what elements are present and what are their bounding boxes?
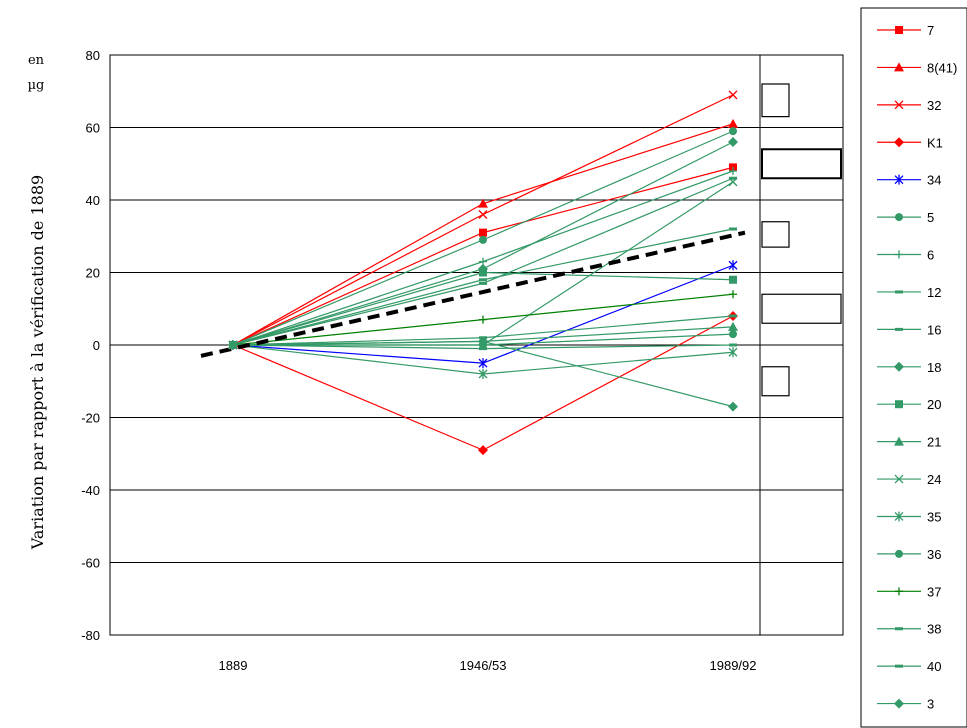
unit-label-line2: µg: [28, 78, 45, 93]
legend-label: 21: [927, 435, 941, 450]
data-point: [729, 330, 737, 338]
data-point: [895, 550, 903, 558]
legend-label: 36: [927, 547, 941, 562]
data-point: [479, 282, 487, 285]
y-tick-label: -20: [81, 411, 100, 426]
legend-label: 34: [927, 173, 941, 188]
legend-label: K1: [927, 135, 943, 150]
legend-label: 16: [927, 322, 941, 337]
data-point: [895, 665, 903, 668]
y-tick-label: 40: [86, 193, 100, 208]
data-point: [479, 236, 487, 244]
legend-label: 37: [927, 584, 941, 599]
y-tick-label: 20: [86, 266, 100, 281]
x-tick-label: 1946/53: [460, 658, 507, 673]
data-point: [895, 400, 903, 408]
legend-box: [861, 8, 967, 727]
legend-label: 20: [927, 397, 941, 412]
uncertainty-box: [762, 294, 841, 323]
y-tick-label: -60: [81, 556, 100, 571]
legend-label: 5: [927, 210, 934, 225]
y-tick-label: -80: [81, 628, 100, 643]
data-point: [729, 315, 737, 318]
legend-label: 6: [927, 248, 934, 263]
data-point: [895, 627, 903, 630]
legend-label: 12: [927, 285, 941, 300]
legend-label: 7: [927, 23, 934, 38]
data-point: [729, 127, 737, 135]
data-point: [729, 344, 737, 347]
y-tick-label: 60: [86, 121, 100, 136]
data-point: [895, 290, 903, 293]
data-point: [479, 269, 487, 277]
data-point: [479, 229, 487, 237]
y-tick-label: -40: [81, 483, 100, 498]
uncertainty-box: [762, 222, 789, 247]
y-tick-label: 0: [93, 338, 100, 353]
data-point: [479, 347, 487, 350]
legend-label: 8(41): [927, 60, 957, 75]
y-tick-label: 80: [86, 48, 100, 63]
legend-label: 35: [927, 509, 941, 524]
legend-label: 24: [927, 472, 941, 487]
uncertainty-box: [762, 367, 789, 396]
unit-label-line1: en: [28, 53, 45, 68]
uncertainty-box: [762, 149, 841, 178]
legend-label: 3: [927, 697, 934, 712]
legend-label: 38: [927, 622, 941, 637]
data-point: [895, 26, 903, 34]
legend-label: 18: [927, 360, 941, 375]
data-point: [895, 328, 903, 331]
y-axis-label: Variation par rapport à la vérification …: [28, 175, 47, 550]
data-point: [729, 228, 737, 231]
legend-label: 32: [927, 98, 941, 113]
uncertainty-box: [762, 84, 789, 117]
legend: 7 8(41) 32 K1 34 5 6 12 16 18 20 21 24 35 36 37 38 40 3: [861, 8, 967, 727]
data-point: [479, 278, 487, 281]
data-point: [895, 213, 903, 221]
data-point: [729, 276, 737, 284]
legend-label: 40: [927, 659, 941, 674]
x-tick-label: 1989/92: [710, 658, 757, 673]
x-tick-label: 1889: [219, 658, 248, 673]
